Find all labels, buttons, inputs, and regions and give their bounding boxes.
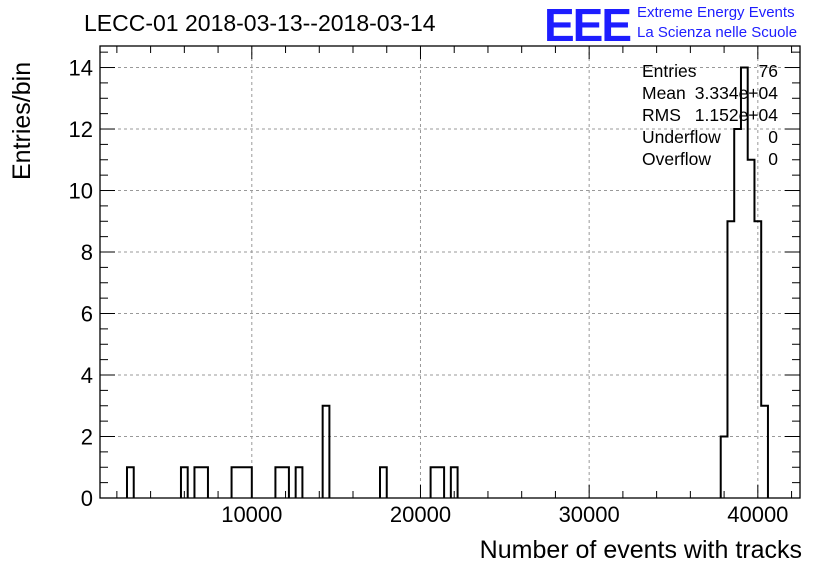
stats-value: 0 — [768, 127, 778, 147]
y-tick-label: 4 — [81, 363, 93, 388]
logo-line-2: La Scienza nelle Scuole — [637, 24, 798, 41]
histogram-bin — [245, 467, 252, 498]
plot-frame — [99, 45, 801, 499]
histogram-bin — [127, 467, 134, 498]
y-tick-label: 14 — [69, 56, 93, 81]
logo-line-1: Extreme Energy Events — [637, 4, 795, 21]
histogram-bin — [232, 467, 239, 498]
x-tick-label: 30000 — [559, 502, 620, 527]
stats-value: 1.152e+04 — [694, 105, 778, 125]
stats-value: 3.334e+04 — [694, 83, 778, 103]
stats-value: 0 — [768, 149, 778, 169]
stats-label: Overflow — [642, 149, 712, 169]
stats-row-overflow: Overflow 0 — [642, 148, 778, 170]
stats-label: Mean — [642, 83, 686, 103]
y-tick-label: 2 — [81, 425, 93, 450]
histogram-bin — [727, 221, 734, 498]
x-tick-label: 10000 — [221, 502, 282, 527]
y-tick-label: 0 — [81, 486, 93, 511]
eee-logo: EEE — [544, 0, 632, 51]
stats-row-rms: RMS 1.152e+04 — [642, 104, 778, 126]
histogram-bin — [194, 467, 201, 498]
histogram-bin — [761, 406, 768, 498]
histogram-bin — [754, 221, 761, 498]
stats-label: Underflow — [642, 127, 721, 147]
histogram-bin — [275, 467, 282, 498]
x-tick-label: 20000 — [390, 502, 451, 527]
histogram-bin — [431, 467, 438, 498]
histogram-outline — [125, 66, 769, 498]
histogram-bin — [323, 406, 330, 498]
histogram-bin — [437, 467, 444, 498]
y-tick-label: 12 — [69, 117, 93, 142]
histogram-bin — [380, 467, 387, 498]
histogram-bin — [734, 129, 741, 498]
histogram-bin — [238, 467, 245, 498]
stats-row-entries: Entries 76 — [642, 60, 778, 82]
stats-label: RMS — [642, 105, 681, 125]
histogram-bin — [721, 437, 728, 498]
stats-label: Entries — [642, 61, 697, 81]
y-axis-label: Entries/bin — [8, 61, 36, 180]
stats-row-underflow: Underflow 0 — [642, 126, 778, 148]
histogram-bin — [296, 467, 303, 498]
stats-value: 76 — [758, 61, 778, 81]
x-axis-label: Number of events with tracks — [479, 536, 802, 564]
y-tick-label: 6 — [81, 302, 93, 327]
stats-box: Entries 76 Mean 3.334e+04 RMS 1.152e+04 … — [642, 60, 778, 170]
stats-row-mean: Mean 3.334e+04 — [642, 82, 778, 104]
y-tick-label: 10 — [69, 179, 93, 204]
histogram-bin — [748, 160, 755, 498]
x-tick-label: 40000 — [727, 502, 788, 527]
chart-title: LECC-01 2018-03-13--2018-03-14 — [84, 10, 436, 36]
histogram-bin — [201, 467, 208, 498]
y-tick-label: 8 — [81, 240, 93, 265]
